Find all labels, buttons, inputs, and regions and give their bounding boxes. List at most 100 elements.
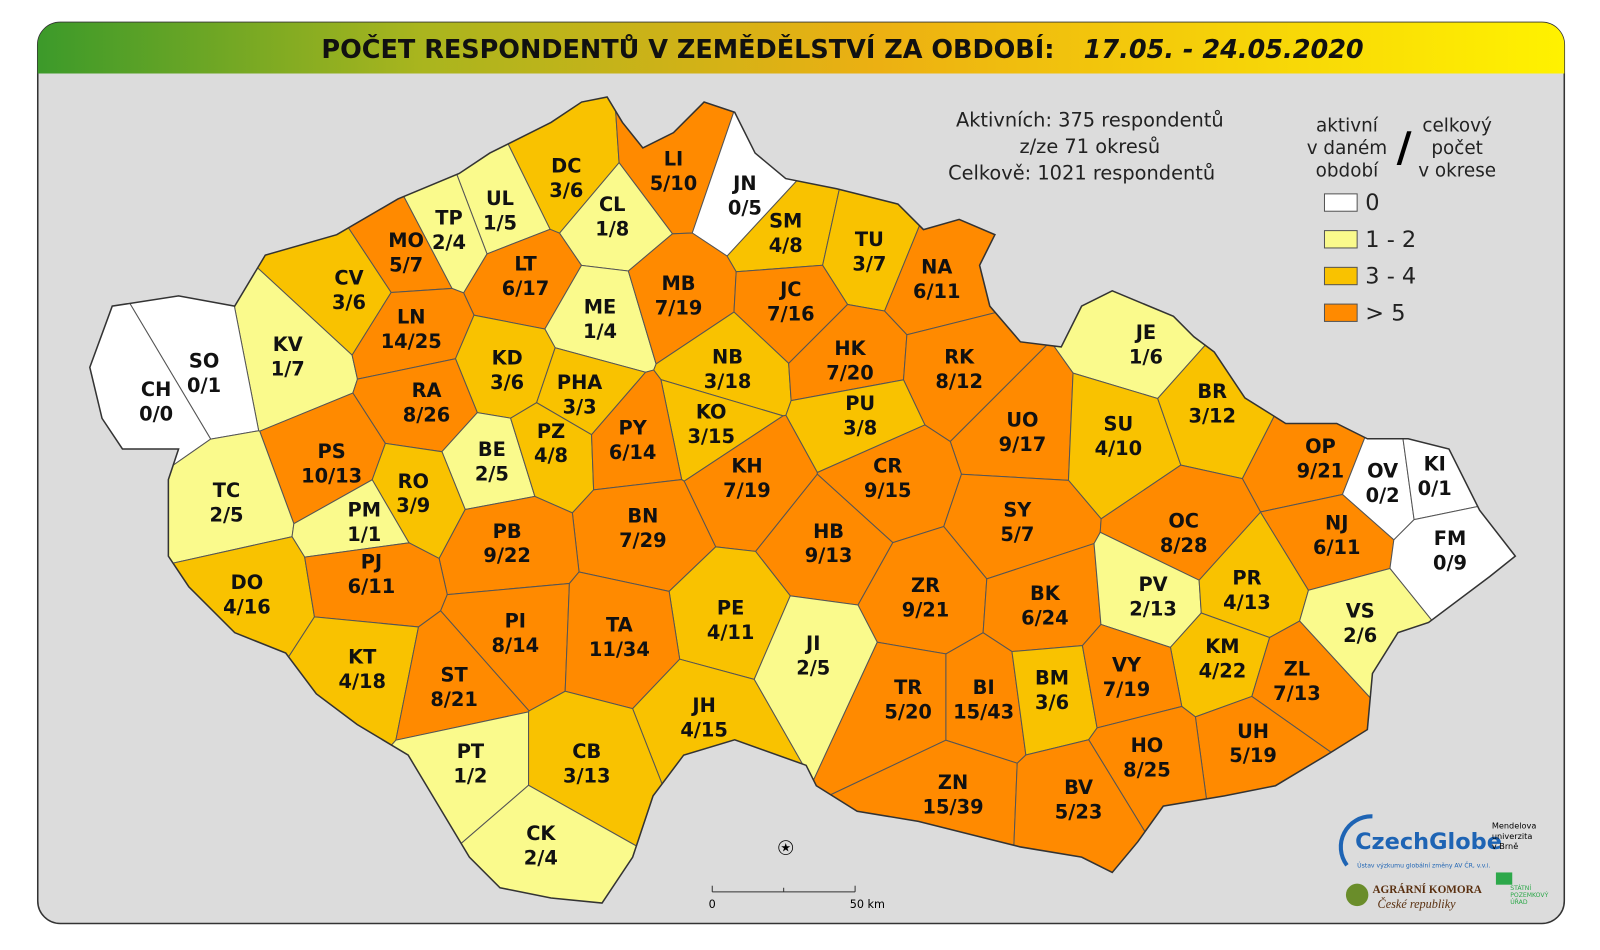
district-code: LN	[397, 305, 426, 328]
district-code: BI	[973, 676, 995, 699]
legend-separator: /	[1397, 123, 1412, 171]
district-code: BV	[1064, 776, 1093, 799]
district-code: KV	[273, 333, 303, 356]
district-count: 4/10	[1095, 437, 1143, 460]
legend-head: počet	[1431, 138, 1482, 159]
district-count: 3/9	[396, 494, 430, 517]
district-count: 5/20	[884, 700, 932, 723]
district-code: ZN	[938, 771, 968, 794]
district-count: 1/4	[583, 320, 617, 343]
district-count: 1/1	[347, 523, 381, 546]
district-count: 7/19	[1103, 678, 1151, 701]
district-count: 15/39	[923, 795, 984, 818]
district-code: RA	[412, 379, 442, 402]
district-code: MB	[662, 272, 696, 295]
district-count: 4/18	[338, 670, 386, 693]
logo-arc	[1338, 814, 1373, 867]
legend-label: 1 - 2	[1365, 227, 1416, 253]
district-count: 15/43	[953, 700, 1014, 723]
district-code: ZR	[911, 574, 940, 597]
district-code: RO	[398, 470, 429, 493]
legend-head: v okrese	[1418, 161, 1496, 182]
district-code: PZ	[537, 420, 565, 443]
scale-bar: ⍟ 0 50 km	[709, 833, 885, 911]
district-count: 0/9	[1433, 551, 1467, 574]
legend-head: období	[1316, 161, 1379, 182]
district-count: 2/5	[475, 463, 509, 486]
district-code: UL	[486, 187, 514, 210]
district-code: MO	[388, 229, 424, 252]
district-count: 3/18	[704, 370, 752, 393]
district-count: 4/22	[1199, 660, 1247, 683]
logo-text: Mendelova	[1492, 821, 1537, 831]
district-code: UH	[1237, 720, 1269, 743]
district-count: 4/11	[707, 621, 755, 644]
district-count: 6/17	[502, 277, 550, 300]
district-code: PU	[845, 392, 875, 415]
legend-swatch	[1323, 266, 1358, 286]
district-count: 3/12	[1188, 404, 1236, 427]
district-code: OV	[1367, 460, 1398, 483]
district-count: 7/29	[619, 529, 667, 552]
district-code: RK	[944, 345, 975, 368]
district-count: 6/11	[913, 280, 961, 303]
north-arrow: ⍟	[778, 833, 794, 864]
district-code: PM	[348, 498, 381, 521]
logo-text: AGRÁRNÍ KOMORA	[1372, 884, 1482, 896]
district-count: 5/19	[1229, 744, 1277, 767]
district-code: CL	[599, 193, 626, 216]
district-count: 6/11	[348, 575, 396, 598]
district-code: CB	[572, 740, 601, 763]
district-count: 8/28	[1160, 534, 1208, 557]
legend-label: 3 - 4	[1365, 264, 1416, 290]
district-code: JN	[731, 172, 756, 195]
district-code: TC	[213, 479, 240, 502]
legend-swatch	[1323, 230, 1358, 249]
district-code: TR	[894, 676, 922, 699]
district-code: JH	[690, 694, 715, 717]
district-code: PE	[717, 596, 744, 619]
district-count: 7/19	[723, 479, 771, 502]
district-count: 3/7	[852, 252, 886, 275]
legend-head: aktivní	[1316, 116, 1379, 137]
district-count: 8/25	[1123, 759, 1171, 782]
district-code: KH	[731, 454, 762, 477]
district-code: VY	[1112, 653, 1142, 676]
district-count: 6/11	[1313, 536, 1361, 559]
district-count: 9/15	[864, 479, 912, 502]
district-code: PHA	[557, 371, 602, 394]
district-count: 2/4	[432, 231, 466, 254]
district-code: CV	[334, 267, 363, 290]
district-count: 2/4	[524, 846, 558, 869]
district-count: 9/13	[805, 544, 853, 567]
district-code: JI	[804, 632, 820, 655]
district-count: 9/22	[483, 544, 531, 567]
district-code: NA	[921, 255, 952, 278]
district-code: ZL	[1284, 658, 1310, 681]
district-count: 3/8	[843, 417, 877, 440]
legend-label: 0	[1365, 190, 1379, 216]
district-count: 7/13	[1273, 682, 1321, 705]
district-code: KT	[348, 645, 377, 668]
district-code: DO	[231, 571, 264, 594]
district-count: 1/8	[595, 218, 629, 241]
legend-label: > 5	[1365, 300, 1405, 326]
district-count: 0/1	[187, 374, 221, 397]
district-code: TA	[606, 614, 633, 637]
info: Aktivních: 375 respondentů	[956, 109, 1224, 132]
scale-label: 50 km	[850, 898, 885, 911]
district-code: CR	[873, 454, 902, 477]
district-code: DC	[551, 154, 581, 177]
district-code: UO	[1006, 409, 1038, 432]
district-code: OC	[1168, 510, 1199, 533]
district-code: BR	[1197, 380, 1227, 403]
district-count: 8/26	[403, 403, 451, 426]
district-count: 8/12	[935, 370, 983, 393]
district-code: BE	[478, 438, 506, 461]
district-code: ME	[584, 295, 617, 318]
district-code: JC	[778, 278, 801, 301]
logo-text: Ústav výzkumu globální změny AV ČR, v.v.…	[1357, 860, 1490, 869]
district-count: 5/7	[1000, 523, 1034, 546]
district-code: LI	[664, 147, 684, 170]
district-code: SU	[1104, 413, 1134, 436]
